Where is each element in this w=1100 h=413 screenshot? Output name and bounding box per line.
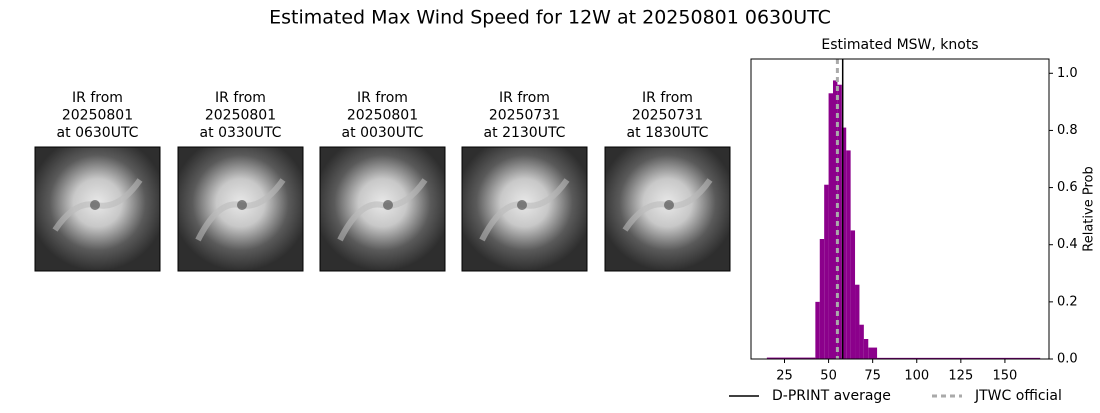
y-tick-label: 0.8: [1057, 123, 1078, 138]
bar: [855, 284, 860, 359]
panel-caption: IR from: [357, 90, 408, 106]
panel-caption: at 0330UTC: [200, 125, 282, 141]
x-tick-label: 75: [864, 369, 881, 384]
bar: [850, 230, 856, 359]
panel-caption: 20250801: [347, 108, 418, 124]
panel-caption: IR from: [72, 90, 123, 106]
x-tick-label: 25: [776, 369, 793, 384]
panel-caption: at 0630UTC: [57, 125, 139, 141]
legend-label: JTWC official: [974, 388, 1062, 404]
x-tick-label: 150: [993, 369, 1018, 384]
y-tick-label: 0.2: [1057, 294, 1078, 309]
storm-eye: [237, 200, 247, 210]
storm-eye: [383, 200, 393, 210]
bar: [815, 301, 820, 359]
bar: [766, 357, 816, 359]
panel-caption: 20250801: [62, 108, 133, 124]
bar: [837, 84, 842, 359]
bar: [877, 357, 1041, 359]
panel-caption: IR from: [642, 90, 693, 106]
satellite-image: [319, 146, 446, 272]
plot-frame: [750, 58, 1050, 360]
bar: [863, 339, 869, 359]
storm-eye: [90, 200, 100, 210]
bar: [859, 324, 864, 359]
y-tick-label: 0.6: [1057, 180, 1078, 195]
bar: [832, 80, 838, 359]
panel-caption: IR from: [499, 90, 550, 106]
panel-caption: 20250731: [632, 108, 703, 124]
panel-caption: at 1830UTC: [627, 125, 709, 141]
cloud-band: [337, 178, 428, 242]
bar: [824, 184, 829, 359]
panel-caption: IR from: [215, 90, 266, 106]
y-tick-label: 0.0: [1057, 352, 1078, 367]
bar: [841, 127, 847, 359]
chart-title: Estimated MSW, knots: [821, 37, 978, 53]
panel-caption: at 2130UTC: [484, 125, 566, 141]
y-axis-label: Relative Prob: [1082, 166, 1097, 251]
bar: [868, 347, 878, 359]
bar: [819, 239, 825, 359]
figure-title: Estimated Max Wind Speed for 12W at 2025…: [269, 7, 831, 29]
y-tick-label: 1.0: [1057, 66, 1078, 81]
storm-eye: [664, 200, 674, 210]
x-tick-label: 125: [948, 369, 973, 384]
x-tick-label: 100: [904, 369, 929, 384]
x-tick-label: 50: [820, 369, 837, 384]
panel-caption: 20250801: [205, 108, 276, 124]
panel-caption: at 0030UTC: [342, 125, 424, 141]
legend-label: D-PRINT average: [772, 388, 891, 404]
bar: [846, 150, 851, 359]
storm-eye: [517, 200, 527, 210]
bar: [828, 93, 833, 360]
panel-caption: 20250731: [489, 108, 560, 124]
y-tick-label: 0.4: [1057, 237, 1078, 252]
